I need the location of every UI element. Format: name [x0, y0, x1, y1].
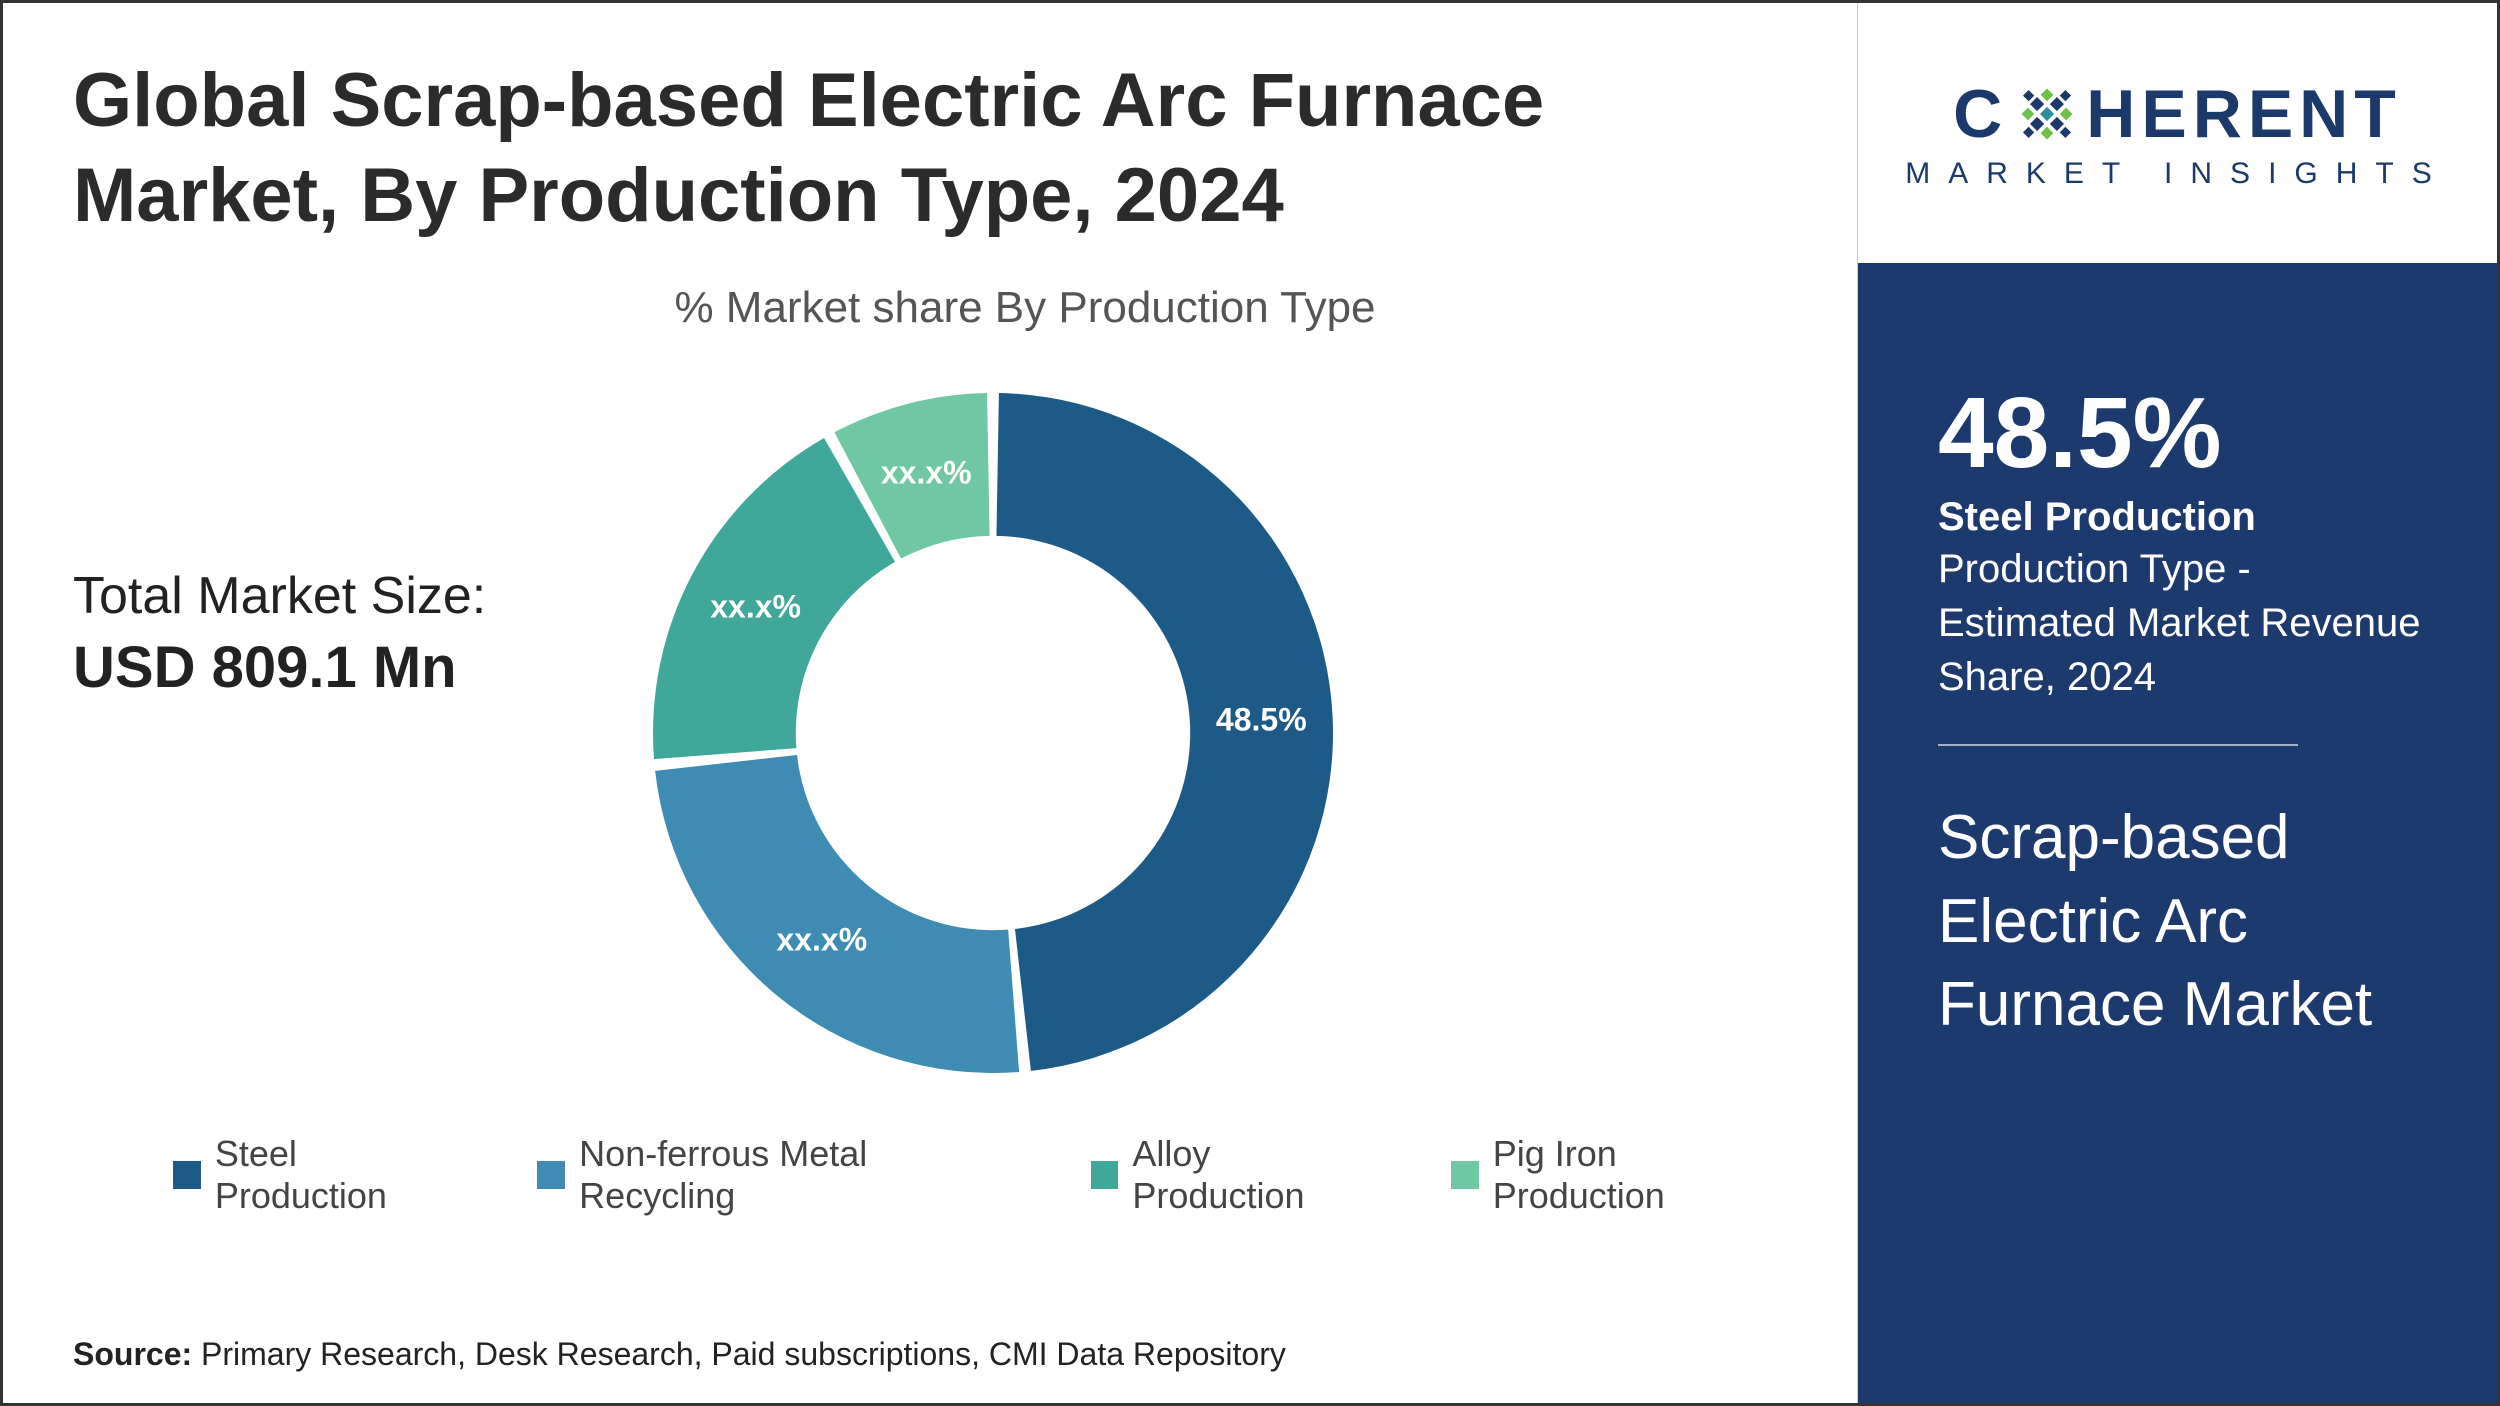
- market-size-value: USD 809.1 Mn: [73, 634, 593, 701]
- donut-label-pigiron: xx.x%: [881, 454, 972, 491]
- logo-text-right: HERENT: [2086, 75, 2402, 153]
- highlight-stat-desc: Production Type - Estimated Market Reven…: [1938, 542, 2427, 704]
- donut-chart: 48.5% xx.x% xx.x% xx.x%: [633, 373, 1353, 1093]
- report-frame: Global Scrap-based Electric Arc Furnace …: [0, 0, 2500, 1406]
- logo-box: C: [1858, 3, 2497, 263]
- legend-label: Alloy Production: [1132, 1133, 1391, 1217]
- market-size-label: Total Market Size:: [73, 566, 593, 626]
- source-text: Primary Research, Desk Research, Paid su…: [201, 1336, 1286, 1372]
- logo-subtext: MARKET INSIGHTS: [1905, 157, 2449, 191]
- chart-subtitle: % Market share By Production Type: [253, 283, 1797, 333]
- legend-swatch: [1091, 1161, 1119, 1189]
- legend-label: Non-ferrous Metal Recycling: [579, 1133, 1030, 1217]
- market-name: Scrap-based Electric Arc Furnace Market: [1938, 796, 2427, 1047]
- highlight-stat-label: Steel Production: [1938, 495, 2427, 540]
- legend-item: Steel Production: [173, 1133, 477, 1217]
- side-column: C: [1857, 3, 2497, 1403]
- donut-label-nonferr: xx.x%: [776, 921, 867, 958]
- highlight-stat-value: 48.5%: [1938, 383, 2427, 483]
- page-title: Global Scrap-based Electric Arc Furnace …: [73, 53, 1673, 243]
- logo-text-left: C: [1953, 75, 2008, 153]
- main-panel: Global Scrap-based Electric Arc Furnace …: [3, 3, 1857, 1403]
- legend-item: Pig Iron Production: [1451, 1133, 1797, 1217]
- legend-item: Alloy Production: [1091, 1133, 1391, 1217]
- legend-swatch: [537, 1161, 565, 1189]
- legend-item: Non-ferrous Metal Recycling: [537, 1133, 1030, 1217]
- legend-swatch: [1451, 1161, 1479, 1189]
- donut-label-alloy: xx.x%: [710, 589, 801, 626]
- donut-slice-nonferr: [655, 755, 1019, 1073]
- side-divider: [1938, 744, 2298, 746]
- source-prefix: Source:: [73, 1336, 201, 1372]
- legend-label: Pig Iron Production: [1493, 1133, 1797, 1217]
- brand-logo: C: [1905, 75, 2449, 191]
- legend-label: Steel Production: [215, 1133, 478, 1217]
- content-row: Total Market Size: USD 809.1 Mn 48.5% xx.…: [73, 373, 1797, 1093]
- legend-swatch: [173, 1161, 201, 1189]
- market-size-block: Total Market Size: USD 809.1 Mn: [73, 566, 593, 701]
- logo-wordmark: C: [1905, 75, 2449, 153]
- donut-label-steel: 48.5%: [1216, 702, 1307, 739]
- chart-legend: Steel Production Non-ferrous Metal Recycl…: [173, 1133, 1797, 1217]
- logo-glyph-icon: [2014, 81, 2080, 147]
- source-line: Source: Primary Research, Desk Research,…: [73, 1336, 1286, 1373]
- side-panel: 48.5% Steel Production Production Type -…: [1858, 263, 2497, 1403]
